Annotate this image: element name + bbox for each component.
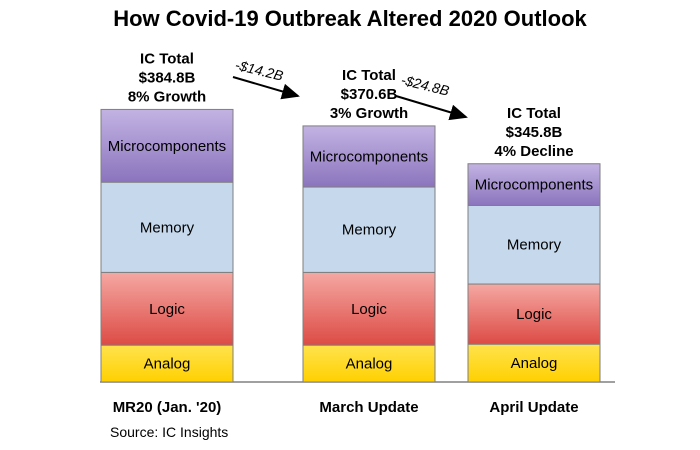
segment-label: Memory (140, 219, 195, 236)
segment-label: Microcomponents (475, 177, 593, 194)
bar-segment-logic (302, 271, 436, 346)
bar-segment-analog (302, 344, 436, 383)
source-note: Source: IC Insights (110, 424, 229, 440)
total-label: 8% Growth (128, 88, 206, 105)
bar-segment-analog (100, 344, 234, 383)
total-label: 4% Decline (494, 143, 573, 160)
segment-label: Memory (342, 222, 397, 239)
chart-title: How Covid-19 Outbreak Altered 2020 Outlo… (113, 6, 587, 31)
bar-segment-microcomponents (302, 125, 436, 188)
segment-label: Microcomponents (108, 138, 226, 155)
category-label: MR20 (Jan. '20) (113, 399, 222, 416)
delta-arrow-2 (395, 95, 468, 121)
bar-segment-microcomponents (467, 163, 601, 206)
total-label: $345.8B (506, 124, 563, 141)
category-label: March Update (319, 399, 418, 416)
bar-segment-memory (100, 181, 234, 273)
segment-label: Logic (516, 306, 552, 323)
delta-label: -$24.8B (399, 71, 450, 98)
total-label: 3% Growth (330, 105, 408, 122)
total-label: $370.6B (341, 86, 398, 103)
bar-segment-memory (302, 186, 436, 273)
bar-segment-analog (467, 343, 601, 383)
total-label: IC Total (140, 50, 194, 67)
total-label: $384.8B (139, 69, 196, 86)
bar-segment-memory (467, 204, 601, 285)
delta-arrow-1 (232, 76, 300, 100)
segment-label: Logic (149, 301, 185, 318)
segment-label: Memory (507, 237, 562, 254)
segment-label: Analog (346, 356, 393, 373)
segment-label: Analog (511, 355, 558, 372)
bar-segment-microcomponents (100, 108, 234, 183)
segment-label: Analog (144, 356, 191, 373)
segment-label: Logic (351, 301, 387, 318)
total-label: IC Total (507, 105, 561, 122)
total-label: IC Total (342, 67, 396, 84)
segment-label: Microcomponents (310, 148, 428, 165)
bar-segment-logic (100, 271, 234, 346)
category-label: April Update (489, 399, 578, 416)
